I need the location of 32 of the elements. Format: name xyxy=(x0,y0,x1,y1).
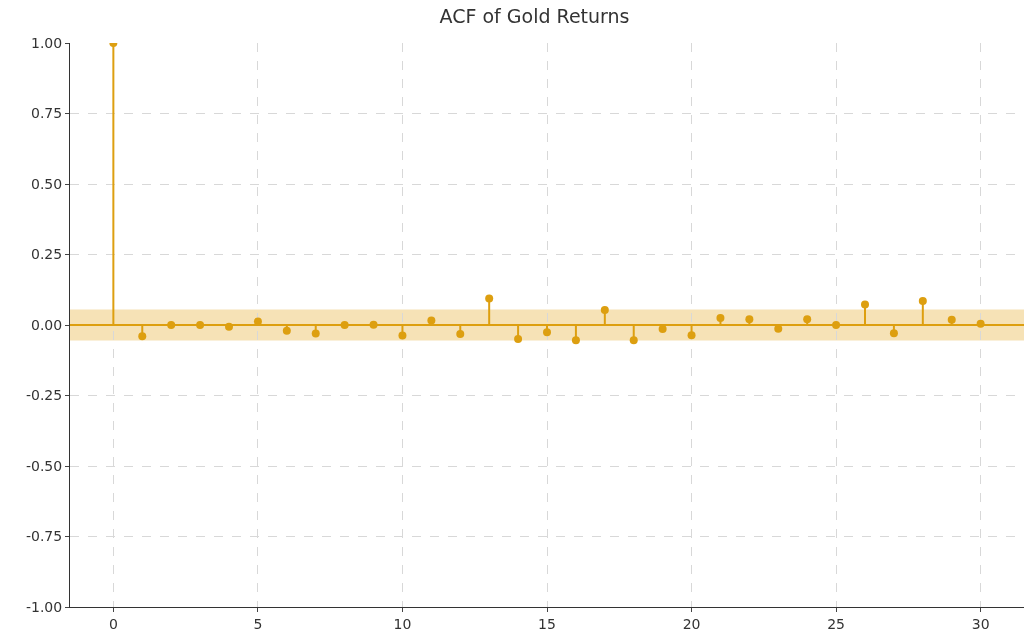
point xyxy=(861,300,869,309)
point xyxy=(629,336,638,345)
point xyxy=(889,329,898,338)
point xyxy=(571,336,580,345)
x-tick-label: 20 xyxy=(682,615,701,632)
point xyxy=(687,331,696,340)
point xyxy=(398,331,407,340)
chart-title: ACF of Gold Returns xyxy=(439,4,630,27)
x-tick-label: 0 xyxy=(108,615,118,632)
point xyxy=(716,313,725,322)
y-tick-label: 0.50 xyxy=(31,175,63,192)
point xyxy=(600,306,609,315)
point xyxy=(918,297,927,306)
y-tick-label: -1.00 xyxy=(25,598,63,615)
point xyxy=(543,328,551,337)
y-tick-label: 0.25 xyxy=(31,246,63,263)
x-tick-label: 30 xyxy=(971,615,990,632)
y-tick-label: 0.00 xyxy=(31,316,63,333)
y-tick-label: -0.25 xyxy=(25,387,63,404)
x-tick-label: 25 xyxy=(827,615,845,632)
point xyxy=(456,330,465,339)
point xyxy=(485,294,494,303)
x-tick-label: 15 xyxy=(538,615,556,632)
y-tick-label: 1.00 xyxy=(31,34,63,51)
x-tick-label: 10 xyxy=(393,615,412,632)
point xyxy=(311,329,320,338)
y-tick-label: 0.75 xyxy=(31,105,63,122)
y-tick-label: -0.75 xyxy=(25,528,63,545)
x-tick-label: 5 xyxy=(253,615,263,632)
y-tick-label: -0.50 xyxy=(25,457,63,474)
point xyxy=(514,335,523,344)
point xyxy=(138,332,147,341)
